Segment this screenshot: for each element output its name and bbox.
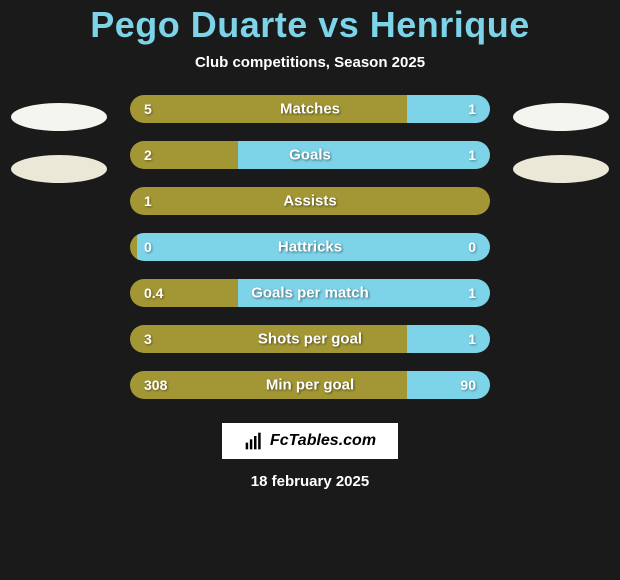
stat-value-left: 308 xyxy=(144,377,167,393)
stat-row: 3 1 Shots per goal xyxy=(130,325,490,353)
stat-row: 2 1 Goals xyxy=(130,141,490,169)
team-logo-placeholder xyxy=(11,103,107,131)
stat-bar-left xyxy=(130,233,137,261)
stat-row: 0.4 1 Goals per match xyxy=(130,279,490,307)
stat-value-left: 3 xyxy=(144,331,152,347)
stat-bar-right xyxy=(407,371,490,399)
left-team-logos xyxy=(4,95,114,183)
stat-value-right: 1 xyxy=(468,331,476,347)
stat-label: Min per goal xyxy=(266,377,354,394)
stat-label: Goals per match xyxy=(251,285,369,302)
team-logo-placeholder xyxy=(513,155,609,183)
stat-label: Hattricks xyxy=(278,239,342,256)
stat-bar-right xyxy=(407,95,490,123)
stat-value-right: 1 xyxy=(468,285,476,301)
stat-value-left: 0.4 xyxy=(144,285,163,301)
footer-brand-badge: FcTables.com xyxy=(222,423,398,459)
chart-icon xyxy=(244,431,264,451)
stat-value-left: 2 xyxy=(144,147,152,163)
stat-value-right: 0 xyxy=(468,239,476,255)
stat-value-left: 5 xyxy=(144,101,152,117)
stat-value-right: 90 xyxy=(460,377,476,393)
stat-bar-left xyxy=(130,95,407,123)
stat-label: Shots per goal xyxy=(258,331,362,348)
stat-row: 0 0 Hattricks xyxy=(130,233,490,261)
stat-value-right: 1 xyxy=(468,101,476,117)
subtitle: Club competitions, Season 2025 xyxy=(195,54,425,71)
stat-value-left: 0 xyxy=(144,239,152,255)
stat-row: 1 Assists xyxy=(130,187,490,215)
comparison-area: 5 1 Matches 2 1 Goals 1 Assists 0 0 Hattricks 0.4 1 G… xyxy=(0,95,620,399)
stat-bars: 5 1 Matches 2 1 Goals 1 Assists 0 0 Hattricks 0.4 1 G… xyxy=(114,95,506,399)
team-logo-placeholder xyxy=(513,103,609,131)
date-text: 18 february 2025 xyxy=(251,473,369,490)
right-team-logos xyxy=(506,95,616,183)
stat-value-left: 1 xyxy=(144,193,152,209)
stat-row: 308 90 Min per goal xyxy=(130,371,490,399)
stat-row: 5 1 Matches xyxy=(130,95,490,123)
page-title: Pego Duarte vs Henrique xyxy=(90,4,530,46)
stat-label: Assists xyxy=(283,193,336,210)
stat-bar-right xyxy=(407,325,490,353)
stat-label: Goals xyxy=(289,147,331,164)
stat-label: Matches xyxy=(280,101,340,118)
footer-brand-text: FcTables.com xyxy=(270,432,376,450)
team-logo-placeholder xyxy=(11,155,107,183)
stat-bar-right xyxy=(238,141,490,169)
stat-value-right: 1 xyxy=(468,147,476,163)
